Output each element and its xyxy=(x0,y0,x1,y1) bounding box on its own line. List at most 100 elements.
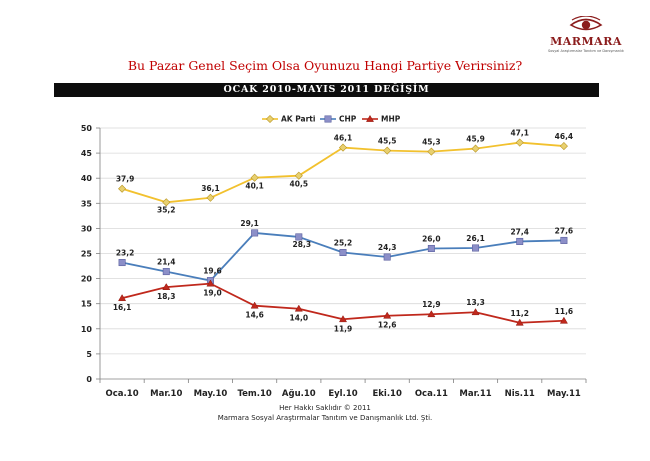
data-point xyxy=(427,147,436,156)
y-tick-label: 35 xyxy=(81,199,93,208)
data-point xyxy=(118,184,127,193)
data-label: 35,2 xyxy=(157,205,176,214)
data-point xyxy=(118,294,127,302)
data-point xyxy=(339,248,347,256)
data-label: 12,9 xyxy=(422,300,441,309)
data-point xyxy=(295,233,303,241)
data-point xyxy=(427,310,436,318)
data-label: 28,3 xyxy=(293,240,312,249)
data-label: 40,1 xyxy=(245,182,264,191)
data-label: 14,6 xyxy=(245,311,264,320)
data-label: 29,1 xyxy=(240,219,259,228)
data-label: 25,2 xyxy=(334,238,353,247)
y-tick-label: 0 xyxy=(86,375,92,384)
x-tick-label: May.10 xyxy=(194,389,228,399)
x-tick-label: Eki.10 xyxy=(372,389,402,399)
data-point xyxy=(162,268,170,276)
data-label: 18,3 xyxy=(157,292,176,301)
data-label: 12,6 xyxy=(378,321,397,330)
data-label: 46,1 xyxy=(334,134,353,143)
footer-copyright: Her Hakkı Saklıdır © 2011 xyxy=(279,404,371,412)
data-label: 45,9 xyxy=(466,135,485,144)
data-label: 46,4 xyxy=(555,132,574,141)
data-label: 11,9 xyxy=(334,324,353,333)
eye-logo-icon xyxy=(569,16,603,31)
x-tick-label: Mar.11 xyxy=(459,389,491,399)
data-point xyxy=(472,244,480,252)
legend: AK Parti CHP MHP xyxy=(262,115,401,124)
data-label: 11,2 xyxy=(510,309,529,318)
data-label: 13,3 xyxy=(466,298,485,307)
data-point xyxy=(471,308,480,316)
data-point xyxy=(383,146,392,155)
data-label: 27,6 xyxy=(555,226,574,235)
legend-marker xyxy=(365,114,375,122)
data-label: 27,4 xyxy=(510,227,529,236)
legend-label: MHP xyxy=(381,115,401,124)
y-tick-label: 20 xyxy=(81,275,93,284)
data-point xyxy=(206,279,215,287)
data-point xyxy=(250,301,259,309)
data-label: 19,0 xyxy=(203,289,222,298)
x-tick-label: Oca.11 xyxy=(415,389,448,399)
data-label: 11,6 xyxy=(555,307,574,316)
data-point xyxy=(383,253,391,261)
data-label: 36,1 xyxy=(201,184,220,193)
x-tick-label: Ağu.10 xyxy=(282,389,316,399)
x-tick-label: Tem.10 xyxy=(237,389,271,399)
y-tick-label: 25 xyxy=(81,250,93,259)
data-point xyxy=(559,316,568,324)
data-point xyxy=(118,259,126,267)
x-tick-label: Nis.11 xyxy=(505,389,535,399)
x-tick-label: Oca.10 xyxy=(106,389,139,399)
data-label: 24,3 xyxy=(378,243,397,252)
data-point xyxy=(471,144,480,153)
legend-label: CHP xyxy=(339,115,357,124)
y-tick-label: 10 xyxy=(81,325,93,334)
data-point xyxy=(162,283,171,290)
data-point xyxy=(338,315,348,323)
page-title: Bu Pazar Genel Seçim Olsa Oyunuzu Hangi … xyxy=(127,58,523,73)
data-point xyxy=(559,142,568,151)
axes: 0 5 10 15 20 25 30 35 40 45 50 Oca.10 Mar.10 May.10 Te… xyxy=(81,124,587,399)
data-point xyxy=(294,171,303,180)
legend-marker xyxy=(265,114,275,124)
y-tick-label: 5 xyxy=(86,350,92,359)
data-label: 45,5 xyxy=(378,137,397,146)
data-point xyxy=(206,193,215,202)
data-label: 40,5 xyxy=(290,180,309,189)
data-point xyxy=(515,318,524,326)
data-label: 14,0 xyxy=(290,314,309,323)
data-point xyxy=(560,236,568,244)
data-point xyxy=(427,244,435,252)
data-point xyxy=(251,229,259,237)
data-label: 37,9 xyxy=(116,175,135,184)
data-label: 21,4 xyxy=(157,258,176,267)
data-label: 47,1 xyxy=(510,129,529,138)
x-tick-label: May.11 xyxy=(547,389,581,399)
data-label: 19,6 xyxy=(203,267,222,276)
legend-label: AK Parti xyxy=(281,115,315,124)
y-tick-label: 45 xyxy=(81,149,93,158)
logo: MARMARA Sosyal Araştırmalar Tanıtım ve D… xyxy=(546,16,626,53)
data-point xyxy=(515,138,524,147)
legend-marker xyxy=(324,115,332,123)
data-label: 45,3 xyxy=(422,138,441,147)
data-point xyxy=(338,143,348,152)
y-tick-label: 50 xyxy=(81,124,93,133)
data-point xyxy=(383,311,392,319)
data-label: 16,1 xyxy=(113,303,132,312)
logo-tagline: Sosyal Araştırmalar Tanıtım ve Danışmanl… xyxy=(548,49,624,53)
y-tick-label: 15 xyxy=(81,300,93,309)
data-point xyxy=(162,198,171,207)
data-point xyxy=(294,304,303,312)
data-label: 23,2 xyxy=(116,249,135,258)
data-label: 26,1 xyxy=(466,234,485,243)
series-layer: 37,9 35,2 36,1 40,1 40,5 46,1 45,5 45,3 45,9 47,1… xyxy=(113,129,573,334)
data-point xyxy=(516,237,524,245)
chart-banner: OCAK 2010-MAYIS 2011 DEĞİŞİM xyxy=(54,83,599,97)
data-label: 26,0 xyxy=(422,234,441,243)
y-tick-label: 30 xyxy=(81,224,93,233)
data-point xyxy=(250,173,259,182)
